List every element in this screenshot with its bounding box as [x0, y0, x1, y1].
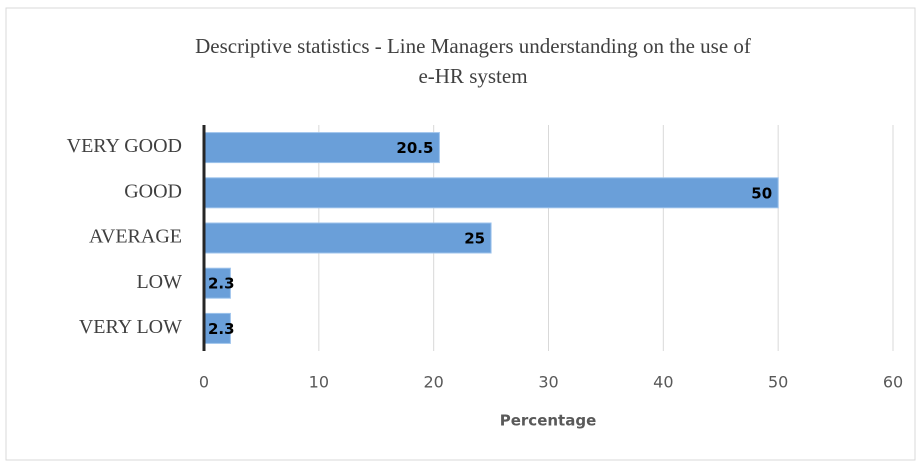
bar — [203, 132, 440, 164]
x-tick-label: 0 — [199, 373, 209, 392]
x-tick-label: 10 — [309, 373, 329, 392]
chart-title: e-HR system — [418, 64, 527, 88]
chart-title: Descriptive statistics - Line Managers u… — [195, 34, 751, 58]
x-tick-label: 20 — [423, 373, 443, 392]
bar — [203, 267, 231, 299]
x-tick-label: 40 — [653, 373, 673, 392]
y-tick-label: VERY GOOD — [67, 135, 182, 157]
axis-label: Percentage — [500, 412, 597, 430]
x-tick-label: 30 — [538, 373, 558, 392]
data-label: 2.3 — [208, 275, 235, 293]
bar — [203, 222, 492, 254]
y-tick-label: VERY LOW — [79, 316, 182, 338]
y-tick-label: AVERAGE — [89, 226, 182, 248]
data-label: 25 — [464, 230, 485, 248]
y-tick-label: GOOD — [124, 180, 182, 202]
data-label: 2.3 — [208, 320, 235, 338]
x-tick-label: 60 — [883, 373, 903, 392]
bar — [203, 177, 779, 209]
y-tick-label: LOW — [136, 271, 182, 293]
data-label: 20.5 — [396, 139, 433, 157]
data-label: 50 — [751, 184, 772, 202]
x-tick-label: 50 — [768, 373, 788, 392]
